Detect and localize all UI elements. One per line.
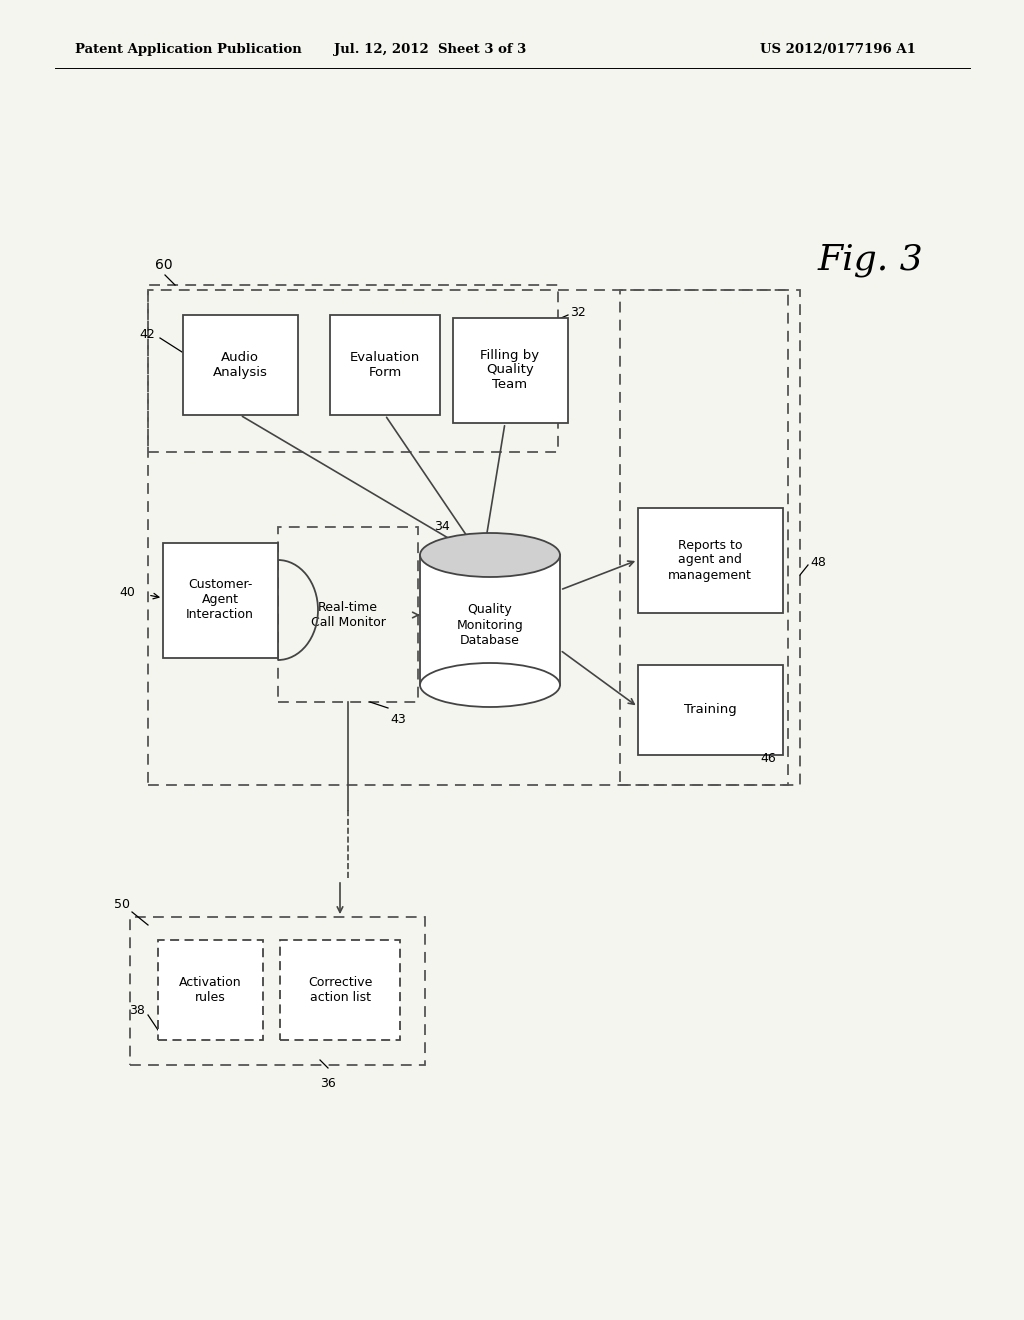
Text: Evaluation
Form: Evaluation Form bbox=[350, 351, 420, 379]
Text: 36: 36 bbox=[321, 1077, 336, 1090]
Ellipse shape bbox=[420, 663, 560, 708]
Text: 38: 38 bbox=[129, 1003, 145, 1016]
Bar bbox=[638, 665, 782, 755]
Bar bbox=[420, 554, 560, 685]
Bar bbox=[158, 940, 262, 1040]
Text: Audio
Analysis: Audio Analysis bbox=[213, 351, 267, 379]
Text: Customer-
Agent
Interaction: Customer- Agent Interaction bbox=[186, 578, 254, 622]
Text: Quality
Monitoring
Database: Quality Monitoring Database bbox=[457, 603, 523, 647]
Text: 32: 32 bbox=[570, 305, 586, 318]
Bar bbox=[148, 285, 558, 451]
Bar bbox=[280, 940, 400, 1040]
Text: Filling by
Quality
Team: Filling by Quality Team bbox=[480, 348, 540, 392]
Text: 50: 50 bbox=[114, 899, 130, 912]
Text: 48: 48 bbox=[810, 556, 826, 569]
Bar bbox=[620, 290, 800, 785]
Text: 42: 42 bbox=[139, 329, 155, 342]
Text: Jul. 12, 2012  Sheet 3 of 3: Jul. 12, 2012 Sheet 3 of 3 bbox=[334, 44, 526, 57]
Bar bbox=[130, 917, 425, 1065]
Text: Corrective
action list: Corrective action list bbox=[308, 975, 372, 1005]
Text: Reports to
agent and
management: Reports to agent and management bbox=[668, 539, 752, 582]
Text: 43: 43 bbox=[390, 713, 406, 726]
Text: Patent Application Publication: Patent Application Publication bbox=[75, 44, 302, 57]
Text: 60: 60 bbox=[155, 257, 173, 272]
Text: 40: 40 bbox=[119, 586, 135, 598]
Bar bbox=[163, 543, 278, 657]
Text: Fig. 3: Fig. 3 bbox=[817, 243, 923, 277]
Text: Real-time
Call Monitor: Real-time Call Monitor bbox=[310, 601, 385, 630]
Text: Training: Training bbox=[684, 704, 736, 717]
Text: US 2012/0177196 A1: US 2012/0177196 A1 bbox=[760, 44, 915, 57]
Text: 46: 46 bbox=[760, 751, 776, 764]
Bar bbox=[638, 507, 782, 612]
Bar bbox=[453, 318, 567, 422]
Bar bbox=[330, 315, 440, 414]
Bar bbox=[148, 290, 788, 785]
Bar bbox=[278, 527, 418, 702]
Ellipse shape bbox=[420, 533, 560, 577]
Text: Activation
rules: Activation rules bbox=[178, 975, 242, 1005]
Bar bbox=[182, 315, 298, 414]
Text: 34: 34 bbox=[434, 520, 450, 533]
